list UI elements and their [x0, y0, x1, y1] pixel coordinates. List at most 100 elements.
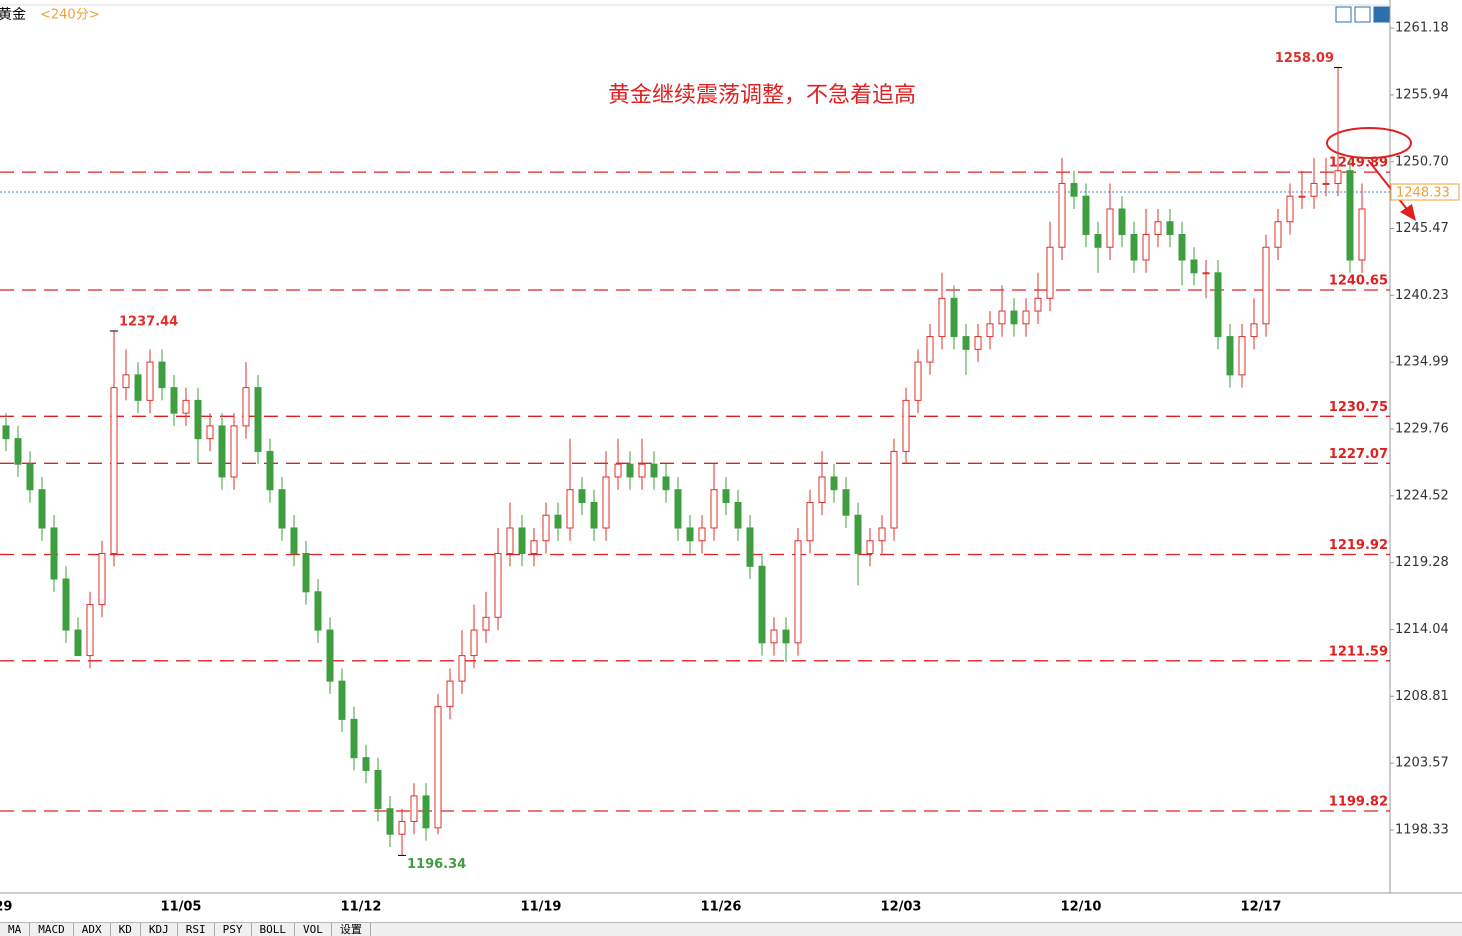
candle-body	[662, 476, 670, 491]
indicator-tab[interactable]: ADX	[74, 923, 111, 936]
candle-body	[494, 553, 502, 618]
candle-body	[626, 463, 634, 478]
candle-body	[110, 387, 118, 555]
candle-body	[518, 527, 526, 555]
candle-body	[1226, 336, 1234, 376]
candle-body	[806, 501, 814, 542]
indicator-tab[interactable]: KDJ	[141, 923, 178, 936]
y-tick-label: 1208.81	[1395, 689, 1449, 704]
toolbar-icons[interactable]	[1335, 6, 1390, 23]
candle-body	[398, 820, 406, 835]
candle-body	[194, 399, 202, 440]
indicator-tab[interactable]: RSI	[178, 923, 215, 936]
y-tick-label: 1203.57	[1395, 756, 1449, 771]
icon[interactable]	[1373, 6, 1390, 23]
candle-body	[734, 501, 742, 529]
candle-body	[14, 438, 22, 465]
candle-body	[134, 374, 142, 401]
candle-body	[890, 450, 898, 529]
candle-body	[1142, 234, 1150, 261]
candle-body	[434, 706, 442, 829]
candle-body	[602, 476, 610, 529]
candle-body	[482, 616, 490, 631]
candle-body	[674, 489, 682, 529]
candle-body	[170, 387, 178, 414]
x-tick-label: 12/03	[881, 900, 922, 915]
candle-body	[1346, 170, 1354, 261]
candle-body	[1022, 310, 1030, 325]
candle-body	[98, 553, 106, 606]
candle-body	[1214, 272, 1222, 338]
candle-body	[530, 540, 538, 555]
y-tick-label: 1245.47	[1395, 221, 1449, 236]
candle-body	[26, 463, 34, 491]
indicator-tab[interactable]: 设置	[332, 923, 371, 936]
candle-body	[830, 476, 838, 491]
candle-body	[818, 476, 826, 503]
candle-body	[1046, 246, 1054, 299]
candle-body	[1334, 170, 1342, 184]
candle-body	[254, 387, 262, 452]
candle-body	[290, 527, 298, 555]
candle-body	[1058, 182, 1066, 248]
candle-body	[1010, 310, 1018, 325]
current-price-label: 1248.33	[1396, 186, 1450, 201]
candle-body	[1274, 221, 1282, 248]
candle-body	[758, 565, 766, 644]
icon[interactable]	[1335, 6, 1352, 23]
indicator-tab[interactable]: MACD	[30, 923, 74, 936]
candle-body	[122, 374, 130, 389]
candle-body	[842, 489, 850, 516]
candle-body	[998, 310, 1006, 325]
candle-body	[338, 680, 346, 720]
y-tick-label: 1219.28	[1395, 555, 1449, 570]
candle-body	[50, 527, 58, 580]
level-label: 1219.92	[1329, 538, 1388, 553]
arrow-line	[1367, 159, 1411, 214]
candle-body	[1130, 234, 1138, 261]
candle-body	[62, 578, 70, 631]
candle-body	[1166, 221, 1174, 236]
candle-body	[686, 527, 694, 542]
indicator-tab[interactable]: BOLL	[252, 923, 295, 936]
extreme-label: 1237.44	[119, 314, 178, 329]
indicator-tab[interactable]: MA	[0, 923, 31, 936]
candle-body	[554, 514, 562, 529]
candle-body	[38, 489, 46, 529]
indicator-tab[interactable]: KD	[111, 923, 141, 936]
candle-body	[782, 629, 790, 644]
candle-body	[974, 336, 982, 350]
candle-body	[1250, 323, 1258, 338]
x-tick-label: 11/26	[701, 900, 742, 915]
candle-body	[794, 540, 802, 644]
icon[interactable]	[1354, 6, 1371, 23]
y-tick-label: 1234.99	[1395, 355, 1449, 370]
candle-body	[950, 297, 958, 338]
candle-body	[926, 336, 934, 363]
candle-body	[1082, 195, 1090, 236]
symbol: 黄金	[0, 6, 26, 23]
candle-body	[938, 297, 946, 338]
candle-body	[278, 489, 286, 529]
indicator-tab[interactable]: VOL	[295, 923, 332, 936]
candle-body	[566, 489, 574, 529]
arrow-head	[1400, 204, 1416, 221]
candle-body	[914, 361, 922, 401]
annotation: 黄金继续震荡调整，不急着追高	[608, 83, 916, 108]
candle-body	[362, 757, 370, 771]
level-label: 1199.82	[1329, 795, 1388, 810]
candle-body	[878, 527, 886, 542]
candle-body	[1094, 234, 1102, 248]
candle-body	[698, 527, 706, 542]
indicator-tab[interactable]: PSY	[215, 923, 252, 936]
candle-body	[590, 501, 598, 529]
candle-body	[1238, 336, 1246, 376]
candle-body	[1178, 234, 1186, 261]
candle-body	[1106, 208, 1114, 248]
candle-body	[266, 450, 274, 491]
candle-body	[206, 425, 214, 440]
y-tick-label: 1250.70	[1395, 154, 1449, 169]
x-tick-label: 11/05	[161, 900, 202, 915]
candle-body	[1154, 221, 1162, 236]
